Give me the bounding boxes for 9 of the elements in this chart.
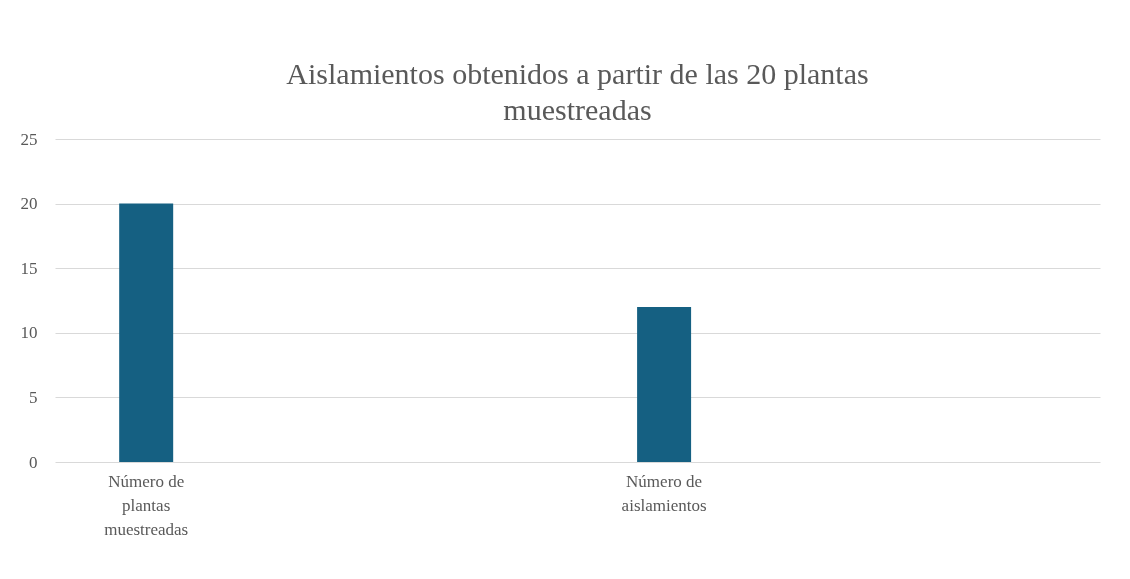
chart-title: Aislamientos obtenidos a partir de las 20 plantas muestreadas — [286, 57, 869, 126]
y-tick-label: 10 — [20, 323, 38, 343]
y-tick-label: 0 — [29, 452, 38, 472]
x-tick-label: Número de aislamientos — [621, 472, 707, 515]
y-tick-label: 15 — [20, 258, 38, 278]
y-tick-label: 25 — [20, 129, 38, 149]
x-tick-label: Número de plantas muestreadas — [104, 472, 189, 539]
y-tick-label: 5 — [29, 387, 38, 407]
y-tick-label: 20 — [20, 194, 38, 214]
